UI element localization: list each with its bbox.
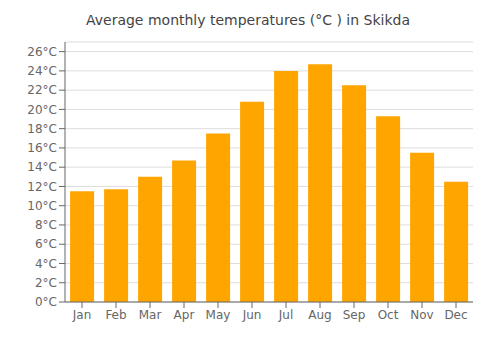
svg-text:Jul: Jul <box>278 308 293 322</box>
svg-text:18°C: 18°C <box>27 122 57 136</box>
svg-text:Aug: Aug <box>308 308 331 322</box>
svg-text:0°C: 0°C <box>35 295 57 309</box>
svg-text:26°C: 26°C <box>27 45 57 59</box>
svg-text:Oct: Oct <box>378 308 399 322</box>
svg-text:Apr: Apr <box>174 308 195 322</box>
svg-text:Jan: Jan <box>72 308 92 322</box>
svg-text:Nov: Nov <box>410 308 433 322</box>
svg-text:4°C: 4°C <box>35 257 57 271</box>
svg-text:Jun: Jun <box>242 308 262 322</box>
svg-text:Feb: Feb <box>105 308 126 322</box>
svg-text:8°C: 8°C <box>35 218 57 232</box>
svg-text:14°C: 14°C <box>27 160 57 174</box>
svg-text:Mar: Mar <box>139 308 162 322</box>
svg-text:Dec: Dec <box>444 308 467 322</box>
html-text:Average monthly temperatures (: Average monthly temperatures (°C ) in Sk… <box>86 12 410 28</box>
svg-text:20°C: 20°C <box>27 103 57 117</box>
svg-text:6°C: 6°C <box>35 237 57 251</box>
svg-text:12°C: 12°C <box>27 180 57 194</box>
svg-text:16°C: 16°C <box>27 141 57 155</box>
svg-text:2°C: 2°C <box>35 276 57 290</box>
svg-text:22°C: 22°C <box>27 83 57 97</box>
svg-text:24°C: 24°C <box>27 64 57 78</box>
svg-text:May: May <box>206 308 231 322</box>
svg-text:10°C: 10°C <box>27 199 57 213</box>
svg-text:Sep: Sep <box>343 308 366 322</box>
